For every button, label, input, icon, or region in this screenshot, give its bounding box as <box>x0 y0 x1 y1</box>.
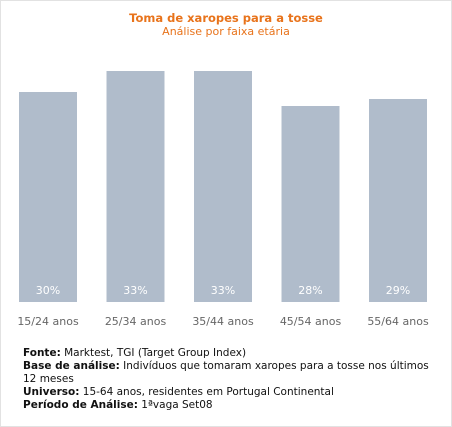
footer-period-text: 1ªvaga Set08 <box>137 399 213 411</box>
footer-source-text: Marktest, TGI (Target Group Index) <box>60 347 247 359</box>
value-label-2: 33% <box>123 284 147 297</box>
chart-footer: Fonte: Marktest, TGI (Target Group Index… <box>23 347 433 412</box>
bar-chart: 30% 15/24 anos 33% 25/34 anos 33% 35/44 anos 2… <box>17 71 429 328</box>
x-tick-label-1: 15/24 anos <box>17 315 79 328</box>
footer-base-label: Base de análise: <box>23 360 120 372</box>
x-tick-label-2: 25/34 anos <box>105 315 167 328</box>
footer-universe-label: Universo: <box>23 386 80 398</box>
footer-base: Base de análise: Indivíduos que tomaram … <box>23 360 433 386</box>
chart-title: Toma de xaropes para a tosse <box>129 11 323 25</box>
footer-base-text: Indivíduos que tomaram xaropes para a to… <box>23 360 429 385</box>
bar-2 <box>106 71 165 302</box>
footer-source-label: Fonte: <box>23 347 61 359</box>
value-label-4: 28% <box>298 284 322 297</box>
value-label-1: 30% <box>36 284 60 297</box>
chart-subtitle: Análise por faixa etária <box>162 25 290 38</box>
value-label-5: 29% <box>386 284 410 297</box>
bar-5 <box>369 99 427 302</box>
footer-period: Período de Análise: 1ªvaga Set08 <box>23 399 433 412</box>
footer-source: Fonte: Marktest, TGI (Target Group Index… <box>23 347 433 360</box>
x-tick-label-3: 35/44 anos <box>192 315 254 328</box>
footer-universe-text: 15-64 anos, residentes em Portugal Conti… <box>79 386 334 398</box>
bar-1 <box>19 92 77 302</box>
bar-3 <box>194 71 252 302</box>
x-tick-label-4: 45/54 anos <box>280 315 342 328</box>
x-tick-label-5: 55/64 anos <box>367 315 429 328</box>
bar-4 <box>281 106 340 302</box>
footer-period-label: Período de Análise: <box>23 399 138 411</box>
footer-universe: Universo: 15-64 anos, residentes em Port… <box>23 386 433 399</box>
value-label-3: 33% <box>211 284 235 297</box>
